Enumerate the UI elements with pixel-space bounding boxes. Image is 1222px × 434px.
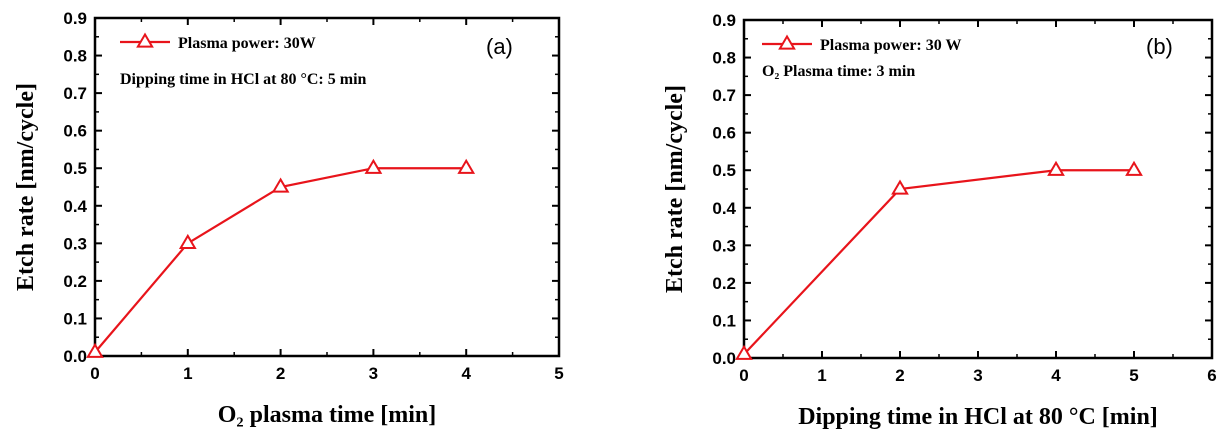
x-tick-label: 2	[276, 364, 285, 383]
x-tick-label: 2	[895, 366, 904, 385]
x-tick-label: 5	[1129, 366, 1138, 385]
x-tick-label: 6	[1207, 366, 1216, 385]
y-tick-label: 0.6	[63, 122, 87, 141]
panel-label: (b)	[1146, 34, 1173, 59]
y-tick-label: 0.5	[712, 161, 736, 180]
chart-b: 0 1 2 3 4 5 6 0.0 0.1 0.2 0.3 0.4 0.5 0.6 0.7 0.8 0.9 Dip…	[662, 11, 1217, 430]
x-tick-label: 0	[90, 364, 99, 383]
data-point	[271, 177, 290, 193]
annotation: O₂ Plasma time: 3 min	[762, 63, 915, 80]
y-tick-label: 0.8	[712, 49, 736, 68]
legend-label: Plasma power: 30W	[178, 35, 316, 52]
annotation: Dipping time in HCl at 80 °C: 5 min	[120, 71, 367, 88]
legend-label: Plasma power: 30 W	[820, 37, 961, 54]
data-point	[1047, 160, 1065, 176]
y-tick-label: 0.3	[712, 236, 736, 255]
x-axis-label: O₂ plasma time [min]	[218, 402, 437, 428]
data-point	[891, 179, 909, 195]
x-tick-label: 5	[554, 364, 563, 383]
x-tick-label: 1	[183, 364, 192, 383]
data-point	[1125, 160, 1143, 176]
series-line	[94, 167, 467, 353]
y-tick-label: 0.5	[63, 159, 87, 178]
data-point	[364, 158, 383, 174]
y-tick-label: 0.2	[63, 272, 87, 291]
chart-a: 0 1 2 3 4 5 0.0 0.1 0.2 0.3 0.4 0.5 0.6 0.7 0.8 0.9 O₂ p…	[13, 9, 564, 428]
y-tick-label: 0.7	[63, 84, 87, 103]
y-tick-label: 0.1	[712, 311, 736, 330]
y-tick-label: 0.9	[712, 11, 736, 30]
plot-frame	[93, 16, 561, 358]
y-tick-label: 0.8	[63, 47, 87, 66]
panel-label: (a)	[486, 34, 513, 59]
y-tick-label: 0.0	[712, 349, 736, 368]
x-tick-label: 1	[817, 366, 826, 385]
y-axis-label: Etch rate [nm/cycle]	[13, 83, 39, 291]
y-tick-label: 0.2	[712, 274, 736, 293]
y-tick-label: 0.7	[712, 86, 736, 105]
y-tick-label: 0.9	[63, 9, 87, 28]
x-tick-label: 4	[1051, 366, 1061, 385]
x-tick-label: 3	[369, 364, 378, 383]
y-axis-label: Etch rate [nm/cycle]	[662, 85, 688, 293]
data-point	[178, 233, 197, 249]
y-tick-label: 0.6	[712, 124, 736, 143]
x-tick-label: 4	[461, 364, 471, 383]
legend-marker	[136, 32, 154, 48]
y-tick-label: 0.4	[63, 197, 87, 216]
data-point	[735, 344, 753, 360]
legend-marker	[778, 34, 796, 50]
data-point	[86, 342, 104, 358]
y-tick-label: 0.0	[63, 347, 87, 366]
y-tick-label: 0.1	[63, 309, 87, 328]
x-axis-label: Dipping time in HCl at 80 °C [min]	[798, 404, 1158, 430]
y-tick-label: 0.3	[63, 234, 87, 253]
series-line	[743, 169, 1134, 355]
data-point	[457, 158, 476, 174]
x-tick-label: 3	[973, 366, 982, 385]
y-tick-label: 0.4	[712, 199, 736, 218]
x-tick-label: 0	[739, 366, 748, 385]
